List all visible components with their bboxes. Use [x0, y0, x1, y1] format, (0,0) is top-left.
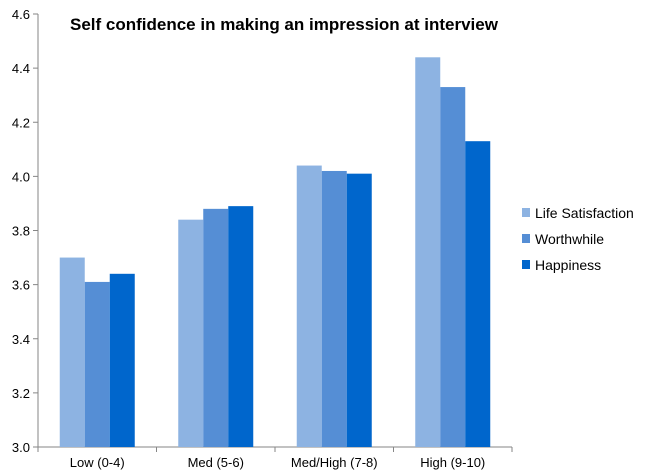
bar-life-satisfaction-1 — [178, 219, 204, 447]
bar-happiness-1 — [228, 206, 254, 447]
legend: Life Satisfaction Worthwhile Happiness — [522, 205, 634, 273]
legend-swatch — [522, 260, 530, 269]
legend-label: Life Satisfaction — [535, 205, 634, 221]
y-tick-label: 4.2 — [12, 115, 30, 130]
x-tick-label: High (9-10) — [420, 455, 485, 470]
x-tick-label: Med/High (7-8) — [291, 455, 378, 470]
y-tick-label: 3.0 — [12, 440, 30, 455]
x-axis: Low (0-4) Med (5-6) Med/High (7-8) High (9-… — [37, 446, 513, 470]
y-tick-label: 3.8 — [12, 224, 30, 239]
legend-label: Happiness — [535, 257, 601, 273]
x-tick-label: Low (0-4) — [70, 455, 125, 470]
bar-life-satisfaction-3 — [415, 57, 441, 448]
bars — [59, 57, 491, 448]
legend-swatch — [522, 208, 530, 217]
bar-worthwhile-1 — [203, 208, 229, 447]
bar-worthwhile-2 — [321, 170, 347, 447]
y-tick-label: 4.6 — [12, 7, 30, 22]
bar-happiness-2 — [346, 173, 372, 447]
y-tick-label: 4.0 — [12, 169, 30, 184]
y-tick-label: 4.4 — [12, 61, 30, 76]
bar-happiness-3 — [465, 141, 491, 447]
bar-life-satisfaction-2 — [296, 165, 322, 448]
y-tick-label: 3.2 — [12, 386, 30, 401]
legend-swatch — [522, 234, 530, 243]
bar-worthwhile-0 — [84, 281, 110, 447]
x-tick-label: Med (5-6) — [188, 455, 244, 470]
legend-label: Worthwhile — [535, 231, 604, 247]
y-tick-label: 3.6 — [12, 278, 30, 293]
bar-happiness-0 — [109, 273, 135, 447]
y-tick-label: 3.4 — [12, 332, 30, 347]
y-axis: 3.0 3.2 3.4 3.6 3.8 4.0 4.2 4.4 4.6 — [12, 7, 39, 455]
chart-title: Self confidence in making an impression … — [70, 15, 499, 34]
bar-worthwhile-3 — [440, 87, 466, 447]
bar-life-satisfaction-0 — [59, 257, 85, 447]
